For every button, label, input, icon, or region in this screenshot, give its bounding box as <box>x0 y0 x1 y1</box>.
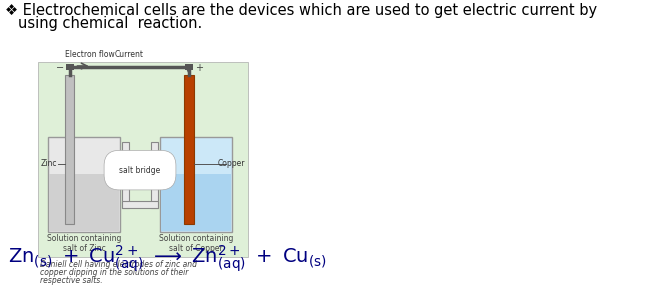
Text: using chemical  reaction.: using chemical reaction. <box>18 16 202 31</box>
Text: salt bridge: salt bridge <box>120 166 160 174</box>
Text: Zinc: Zinc <box>41 159 58 168</box>
Text: Solution containing
salt of Zinc: Solution containing salt of Zinc <box>47 234 121 253</box>
Bar <box>161 174 231 231</box>
Text: ❖ Electrochemical cells are the devices which are used to get electric current b: ❖ Electrochemical cells are the devices … <box>5 3 597 18</box>
Bar <box>49 174 119 231</box>
Bar <box>122 201 158 208</box>
Text: −: − <box>56 63 64 73</box>
Bar <box>65 75 74 224</box>
Bar <box>185 64 193 70</box>
Text: Daniell cell having electrodes of zinc and: Daniell cell having electrodes of zinc a… <box>40 260 197 269</box>
Bar <box>151 142 158 208</box>
Text: Current: Current <box>115 50 144 59</box>
Bar <box>122 142 129 208</box>
FancyBboxPatch shape <box>160 137 232 232</box>
Bar <box>66 64 74 70</box>
Text: Electron flow: Electron flow <box>64 50 114 59</box>
FancyBboxPatch shape <box>48 137 120 232</box>
Text: copper dipping in the solutions of their: copper dipping in the solutions of their <box>40 268 189 277</box>
Text: Solution containing
salt of Copper: Solution containing salt of Copper <box>159 234 233 253</box>
Bar <box>38 62 248 257</box>
Text: +: + <box>194 63 203 73</box>
Bar <box>184 75 194 224</box>
Text: $\rm Zn_{(s)}\ +\ Cu^{2+}_{(aq)}\ \longrightarrow\ Zn^{2+}_{(aq)}\ +\ Cu_{(s)}$: $\rm Zn_{(s)}\ +\ Cu^{2+}_{(aq)}\ \longr… <box>8 243 327 274</box>
Text: Copper: Copper <box>217 159 245 168</box>
Text: respective salts.: respective salts. <box>40 276 102 285</box>
